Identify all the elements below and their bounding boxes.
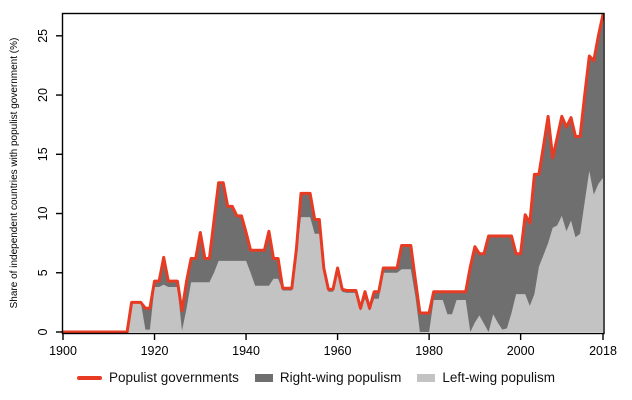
x-axis-tick-label: 1940 bbox=[232, 344, 260, 358]
x-axis-tick-label: 2000 bbox=[507, 344, 535, 358]
x-axis-tick-label: 1980 bbox=[415, 344, 443, 358]
y-axis-tick-label: 0 bbox=[36, 328, 50, 335]
y-axis-tick-label: 20 bbox=[36, 88, 50, 102]
legend-label-left-wing-populism: Left-wing populism bbox=[442, 370, 555, 385]
legend-item-right-wing-populism: Right-wing populism bbox=[254, 370, 402, 385]
plot-border bbox=[61, 12, 605, 335]
x-axis-tick-label: 2018 bbox=[589, 344, 617, 358]
legend-item-populist-governments: Populist governments bbox=[77, 370, 239, 385]
legend-label-right-wing-populism: Right-wing populism bbox=[279, 370, 402, 385]
x-axis-tick-label: 1920 bbox=[141, 344, 169, 358]
legend-item-left-wing-populism: Left-wing populism bbox=[417, 370, 555, 385]
chart-legend: Populist governments Right-wing populism… bbox=[0, 370, 632, 385]
y-axis-tick-label: 15 bbox=[36, 147, 50, 161]
y-axis-tick-label: 25 bbox=[36, 29, 50, 43]
x-axis-tick-label: 1960 bbox=[324, 344, 352, 358]
left-wing-populism-swatch bbox=[417, 373, 436, 382]
populist-governments-line-swatch bbox=[77, 375, 103, 380]
y-axis-title: Share of independent countries with popu… bbox=[9, 38, 20, 309]
x-axis-tick-label: 1900 bbox=[49, 344, 77, 358]
left-wing-populism-area bbox=[63, 170, 603, 332]
populist-governments-line bbox=[61, 13, 605, 334]
chart-plot-area: 0 5 10 15 20 25 1900 1920 1940 1960 1980 2000 2018 Sh… bbox=[9, 12, 617, 358]
y-axis-tick-label: 5 bbox=[36, 269, 50, 276]
right-wing-populism-swatch bbox=[254, 373, 273, 382]
legend-label-populist-governments: Populist governments bbox=[109, 370, 239, 385]
y-axis-tick-label: 10 bbox=[36, 207, 50, 221]
